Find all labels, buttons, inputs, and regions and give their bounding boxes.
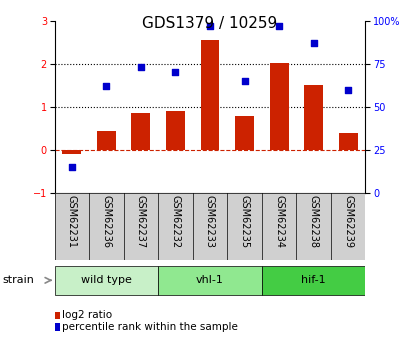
Bar bbox=[262, 266, 365, 295]
Text: wild type: wild type bbox=[81, 275, 132, 285]
Bar bbox=[63, 150, 81, 155]
Text: log2 ratio: log2 ratio bbox=[62, 310, 112, 320]
Text: GSM62233: GSM62233 bbox=[205, 195, 215, 248]
Bar bbox=[339, 133, 357, 150]
Point bbox=[68, 165, 75, 170]
Text: GSM62231: GSM62231 bbox=[67, 195, 77, 248]
Point bbox=[138, 65, 144, 70]
Text: strain: strain bbox=[2, 275, 34, 285]
Bar bbox=[304, 86, 323, 150]
Bar bbox=[270, 63, 289, 150]
Point bbox=[276, 23, 282, 29]
Point bbox=[310, 40, 317, 46]
Point bbox=[172, 70, 179, 75]
Text: GDS1379 / 10259: GDS1379 / 10259 bbox=[142, 16, 278, 30]
Text: GSM62234: GSM62234 bbox=[274, 195, 284, 248]
Point bbox=[207, 23, 213, 29]
Point bbox=[103, 83, 110, 89]
Bar bbox=[97, 131, 116, 150]
Bar bbox=[158, 266, 262, 295]
Bar bbox=[235, 116, 254, 150]
Text: GSM62235: GSM62235 bbox=[239, 195, 249, 248]
Text: GSM62238: GSM62238 bbox=[309, 195, 319, 248]
Bar bbox=[200, 40, 220, 150]
Text: GSM62236: GSM62236 bbox=[101, 195, 111, 248]
Text: vhl-1: vhl-1 bbox=[196, 275, 224, 285]
Bar bbox=[166, 111, 185, 150]
Point bbox=[241, 78, 248, 84]
Text: GSM62232: GSM62232 bbox=[171, 195, 181, 248]
Point bbox=[345, 87, 352, 92]
Text: percentile rank within the sample: percentile rank within the sample bbox=[62, 322, 238, 332]
Bar bbox=[55, 266, 158, 295]
Text: GSM62239: GSM62239 bbox=[343, 195, 353, 248]
Text: GSM62237: GSM62237 bbox=[136, 195, 146, 248]
Text: hif-1: hif-1 bbox=[301, 275, 326, 285]
Bar bbox=[131, 114, 150, 150]
